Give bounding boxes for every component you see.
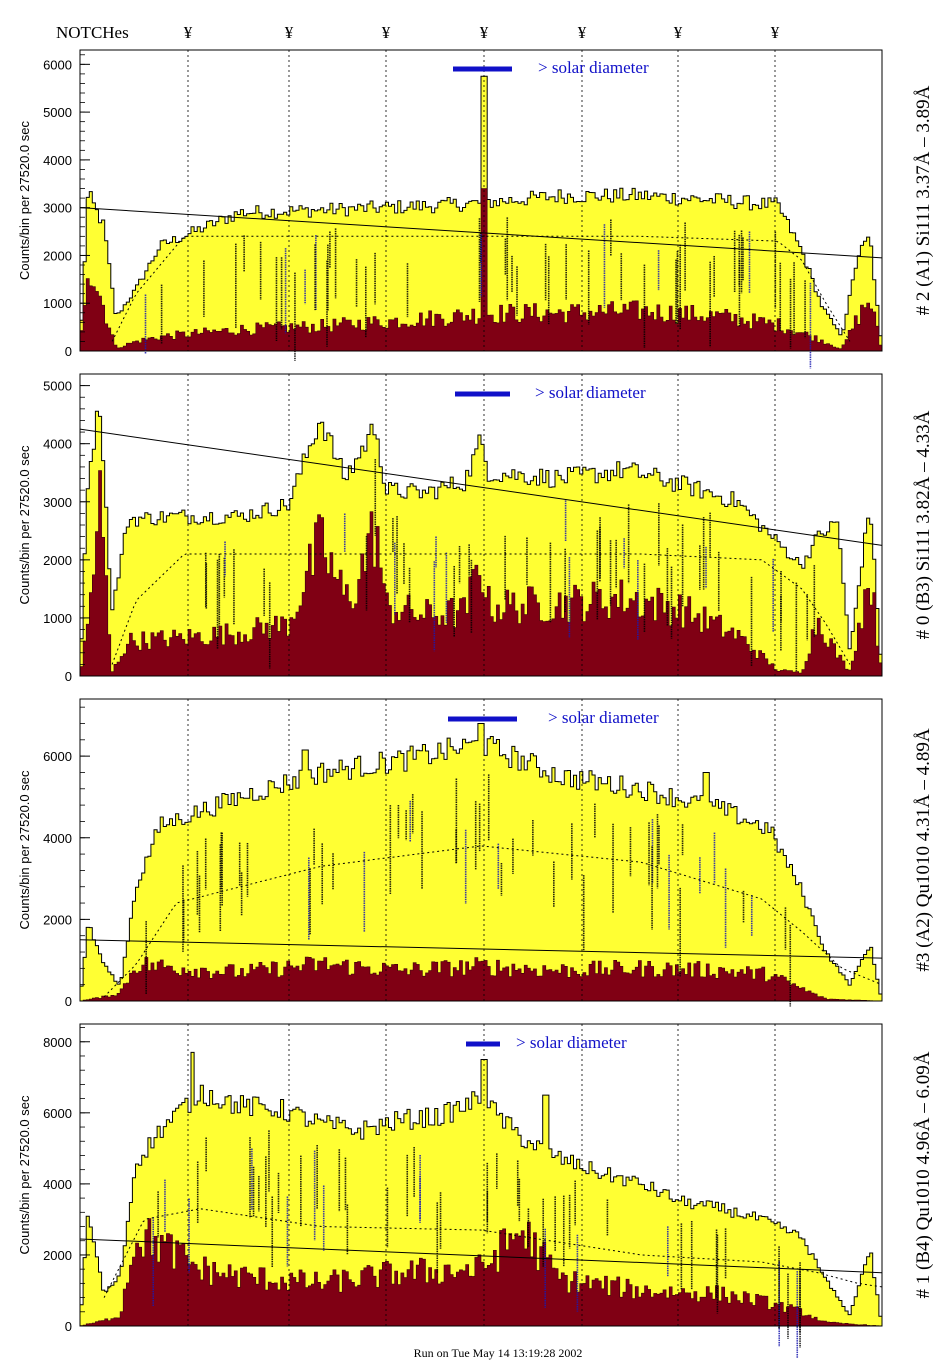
y-tick-label: 2000 [43, 912, 72, 927]
y-tick-label: 4000 [43, 153, 72, 168]
model-curve [111, 553, 851, 665]
notch-marker: ¥ [771, 23, 780, 42]
y-tick-label: 1000 [43, 296, 72, 311]
y-tick-label: 4000 [43, 437, 72, 452]
notches-title: NOTCHes [56, 23, 129, 42]
y-tick-label: 5000 [43, 105, 72, 120]
chart-panel-b4: 0 2000 4000 6000 8000 Counts/bin per 27520.0 … [17, 1023, 934, 1359]
notch-markers: ¥ ¥ ¥ ¥ ¥ ¥ ¥ [184, 23, 780, 42]
channel-label: # 2 (A1) Si111 3.37Å – 3.89Å [913, 85, 934, 315]
y-tick-label: 4000 [43, 831, 72, 846]
channel-label: # 0 (B3) Si111 3.82Å – 4.33Å [913, 410, 934, 639]
y-tick-label: 4000 [43, 1177, 72, 1192]
notch-marker: ¥ [285, 23, 294, 42]
continuum-line [79, 428, 883, 546]
y-tick-label: 0 [65, 1319, 72, 1334]
background-counts-histogram [79, 956, 882, 1002]
notch-marker: ¥ [674, 23, 683, 42]
continuum-line [79, 207, 883, 259]
axes-frame [79, 1023, 883, 1327]
y-tick-label: 3000 [43, 201, 72, 216]
total-counts-histogram [79, 723, 883, 1002]
notch-marker: ¥ [382, 23, 391, 42]
y-tick-label: 2000 [43, 553, 72, 568]
y-axis-label: Counts/bin per 27520.0 sec [17, 770, 32, 929]
notch-marker: ¥ [480, 23, 489, 42]
channel-label: # 1 (B4) Qu1010 4.96Å – 6.09Å [913, 1051, 934, 1298]
solar-diameter-label: > solar diameter [538, 58, 649, 77]
axes-frame [79, 49, 883, 352]
notch-marker: ¥ [578, 23, 587, 42]
y-tick-label: 5000 [43, 379, 72, 394]
y-tick-label: 0 [65, 344, 72, 359]
y-tick-label: 2000 [43, 248, 72, 263]
y-axis-label: Counts/bin per 27520.0 sec [17, 121, 32, 280]
notch-marker: ¥ [184, 23, 193, 42]
y-tick-label: 6000 [43, 749, 72, 764]
y-tick-label: 3000 [43, 495, 72, 510]
run-timestamp: Run on Tue May 14 13:19:28 2002 [414, 1346, 583, 1360]
y-tick-label: 0 [65, 994, 72, 1009]
y-tick-label: 6000 [43, 1106, 72, 1121]
y-axis-label: Counts/bin per 27520.0 sec [17, 1095, 32, 1254]
continuum-line [79, 939, 883, 959]
solar-diameter-label: > solar diameter [548, 708, 659, 727]
chart-panel-a2: 0 2000 4000 6000 Counts/bin per 27520.0 sec #… [17, 698, 934, 1009]
chart-panels: 0 1000 2000 3000 4000 5000 6000 Counts/bin per … [17, 49, 934, 1359]
y-tick-label: 2000 [43, 1248, 72, 1263]
y-tick-label: 8000 [43, 1035, 72, 1050]
y-tick-label: 1000 [43, 611, 72, 626]
total-counts-histogram [79, 1051, 883, 1327]
solar-diameter-label: > solar diameter [535, 383, 646, 402]
background-counts-histogram [79, 470, 883, 677]
chart-panel-b3: 0 1000 2000 3000 4000 5000 Counts/bin per 2752… [17, 373, 934, 684]
model-curve [103, 845, 883, 998]
solar-diameter-label: > solar diameter [516, 1033, 627, 1052]
y-axis-label: Counts/bin per 27520.0 sec [17, 445, 32, 604]
y-tick-label: 0 [65, 669, 72, 684]
chart-panel-a1: 0 1000 2000 3000 4000 5000 6000 Counts/bin per … [17, 49, 934, 369]
y-tick-label: 6000 [43, 57, 72, 72]
background-counts-histogram [79, 1218, 883, 1327]
axes-frame [79, 698, 883, 1002]
model-curve [111, 235, 851, 342]
continuum-line [79, 1238, 883, 1274]
channel-label: #3 (A2) Qu1010 4.31Å – 4.89Å [913, 728, 934, 972]
